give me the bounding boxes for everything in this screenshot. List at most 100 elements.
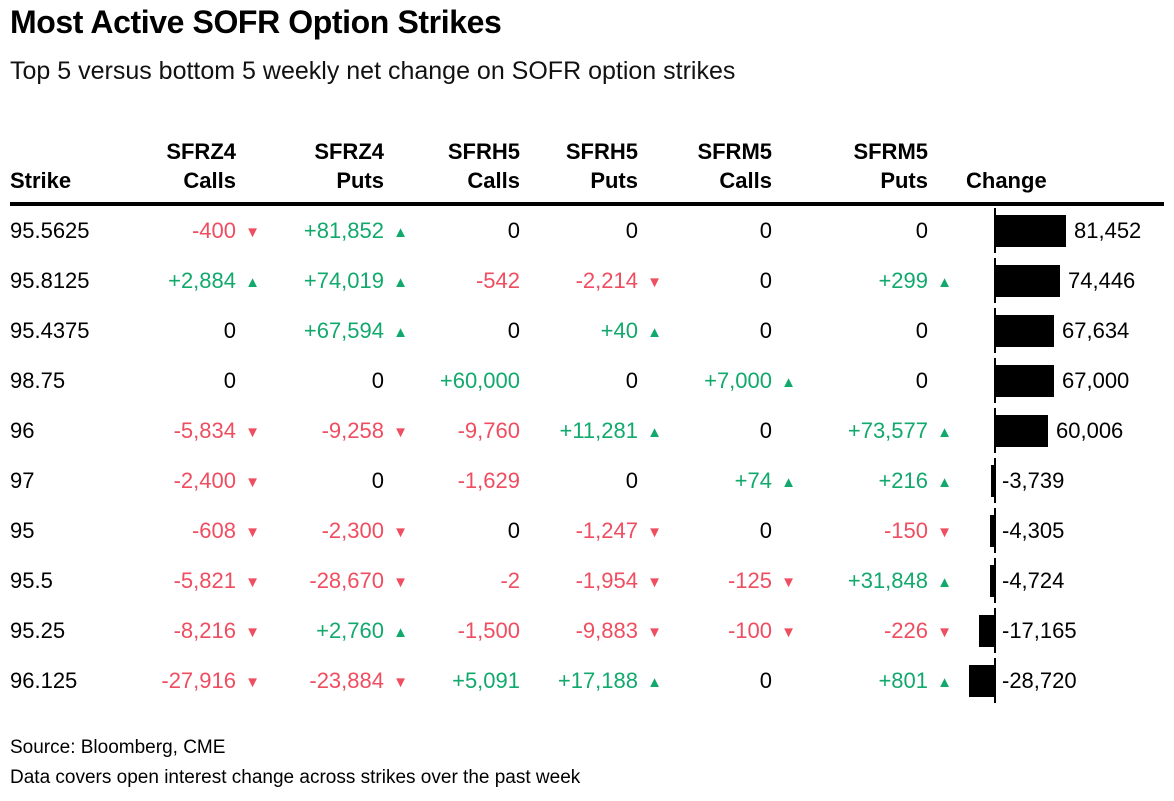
table-row: 95.4375 0 +67,594 ▲ 0 +40 ▲ 0 0 67,634 — [10, 306, 1164, 356]
cell-sfrm5-puts: 0 — [915, 218, 928, 243]
change-bar — [996, 415, 1048, 447]
change-bar — [996, 365, 1054, 397]
cell-sfrh5-calls: -1,500 — [457, 618, 520, 643]
change-value: 74,446 — [1068, 268, 1136, 293]
up-arrow-icon: ▲ — [937, 674, 952, 691]
change-value: 60,006 — [1056, 418, 1124, 443]
change-cell: 81,452 — [952, 206, 1164, 256]
change-value: 67,634 — [1062, 318, 1130, 343]
cell-sfrz4-calls: 0 — [223, 318, 236, 343]
down-arrow-icon: ▼ — [937, 624, 952, 641]
cell-sfrm5-puts: +299 ▲ — [878, 268, 952, 293]
table-row: 96.125 -27,916 ▼ -23,884 ▼ +5,091 +17,188 ▲ 0 +80… — [10, 656, 1164, 706]
sofr-strikes-table: Strike SFRZ4 Calls SFRZ4 Puts SFRH5 Calls SFRH5… — [10, 128, 1164, 706]
bar-axis-line — [994, 358, 996, 403]
cell-sfrh5-calls: 0 — [507, 218, 520, 243]
cell-sfrz4-calls: -2,400 ▼ — [173, 468, 260, 493]
cell-sfrz4-puts: +74,019 ▲ — [303, 268, 408, 293]
change-value: -17,165 — [1002, 618, 1077, 643]
change-value: 67,000 — [1062, 368, 1130, 393]
change-cell: -28,720 — [952, 656, 1164, 706]
down-arrow-icon: ▼ — [393, 424, 408, 441]
down-arrow-icon: ▼ — [781, 574, 796, 591]
cell-sfrm5-puts: +73,577 ▲ — [847, 418, 952, 443]
down-arrow-icon: ▼ — [647, 624, 662, 641]
cell-sfrh5-puts: +11,281 ▲ — [559, 418, 662, 443]
down-arrow-icon: ▼ — [393, 524, 408, 541]
cell-sfrz4-calls: -27,916 ▼ — [161, 668, 260, 693]
cell-sfrm5-puts: -226 ▼ — [883, 618, 952, 643]
cell-sfrm5-calls: 0 — [759, 668, 772, 693]
cell-sfrh5-calls: 0 — [507, 518, 520, 543]
up-arrow-icon: ▲ — [647, 674, 662, 691]
cell-sfrh5-puts: -2,214 ▼ — [575, 268, 662, 293]
column-header-strike: Strike — [10, 168, 72, 193]
cell-sfrz4-puts: -9,258 ▼ — [321, 418, 408, 443]
cell-sfrh5-calls: 0 — [507, 318, 520, 343]
change-cell: 67,000 — [952, 356, 1164, 406]
up-arrow-icon: ▲ — [393, 224, 408, 241]
table-row: 98.75 0 0 +60,000 0 +7,000 ▲ 0 67,000 — [10, 356, 1164, 406]
table-row: 96 -5,834 ▼ -9,258 ▼ -9,760 +11,281 ▲ 0 +73,577 ▲ 6… — [10, 406, 1164, 456]
cell-sfrz4-puts: +67,594 ▲ — [303, 318, 408, 343]
table-row: 95.5625 -400 ▼ +81,852 ▲ 0 0 0 0 81,452 — [10, 206, 1164, 256]
cell-sfrz4-puts: 0 — [371, 468, 384, 493]
cell-sfrh5-puts: +40 ▲ — [600, 318, 662, 343]
cell-sfrm5-calls: -100 ▼ — [727, 618, 796, 643]
cell-sfrh5-calls: -2 — [500, 568, 520, 593]
down-arrow-icon: ▼ — [647, 524, 662, 541]
change-cell: 67,634 — [952, 306, 1164, 356]
up-arrow-icon: ▲ — [781, 474, 796, 491]
change-value: -4,724 — [1002, 568, 1065, 593]
column-header-sfrm5-puts: SFRM5 Puts — [853, 139, 928, 193]
cell-sfrm5-puts: 0 — [915, 318, 928, 343]
up-arrow-icon: ▲ — [781, 374, 796, 391]
up-arrow-icon: ▲ — [393, 274, 408, 291]
down-arrow-icon: ▼ — [245, 674, 260, 691]
page-title: Most Active SOFR Option Strikes — [10, 4, 502, 40]
change-bar — [996, 265, 1060, 297]
down-arrow-icon: ▼ — [781, 624, 796, 641]
bar-axis-line — [994, 658, 996, 703]
strike-value: 95 — [10, 518, 35, 543]
bar-axis-line — [994, 608, 996, 653]
cell-sfrz4-calls: -5,821 ▼ — [173, 568, 260, 593]
cell-sfrz4-calls: -8,216 ▼ — [173, 618, 260, 643]
change-value: -3,739 — [1002, 468, 1065, 493]
cell-sfrm5-calls: 0 — [759, 268, 772, 293]
up-arrow-icon: ▲ — [393, 324, 408, 341]
cell-sfrz4-calls: +2,884 ▲ — [168, 268, 260, 293]
cell-sfrh5-calls: +5,091 — [452, 668, 520, 693]
table-row: 97 -2,400 ▼ 0 -1,629 0 +74 ▲ +216 ▲ -3,739 — [10, 456, 1164, 506]
change-bar — [996, 215, 1066, 247]
down-arrow-icon: ▼ — [937, 524, 952, 541]
bar-axis-line — [994, 258, 996, 303]
strike-value: 98.75 — [10, 368, 66, 393]
table-row: 95.5 -5,821 ▼ -28,670 ▼ -2 -1,954 ▼ -125 ▼ +31,848… — [10, 556, 1164, 606]
cell-sfrm5-calls: -125 ▼ — [727, 568, 796, 593]
down-arrow-icon: ▼ — [647, 574, 662, 591]
table-row: 95 -608 ▼ -2,300 ▼ 0 -1,247 ▼ 0 -150 ▼ -4,305 — [10, 506, 1164, 556]
cell-sfrh5-calls: +60,000 — [439, 368, 520, 393]
change-bar — [990, 515, 994, 547]
up-arrow-icon: ▲ — [393, 624, 408, 641]
bar-axis-line — [994, 308, 996, 353]
change-cell: 60,006 — [952, 406, 1164, 456]
cell-sfrm5-puts: +31,848 ▲ — [847, 568, 952, 593]
cell-sfrm5-calls: +7,000 ▲ — [704, 368, 796, 393]
cell-sfrz4-calls: -608 ▼ — [191, 518, 260, 543]
cell-sfrz4-puts: -28,670 ▼ — [309, 568, 408, 593]
cell-sfrm5-calls: 0 — [759, 218, 772, 243]
cell-sfrz4-puts: -23,884 ▼ — [309, 668, 408, 693]
cell-sfrz4-calls: -5,834 ▼ — [173, 418, 260, 443]
up-arrow-icon: ▲ — [245, 274, 260, 291]
change-cell: 74,446 — [952, 256, 1164, 306]
cell-sfrz4-puts: -2,300 ▼ — [321, 518, 408, 543]
up-arrow-icon: ▲ — [647, 324, 662, 341]
down-arrow-icon: ▼ — [245, 424, 260, 441]
bar-axis-line — [994, 408, 996, 453]
down-arrow-icon: ▼ — [245, 624, 260, 641]
cell-sfrh5-puts: -1,954 ▼ — [575, 568, 662, 593]
bar-axis-line — [994, 508, 996, 553]
cell-sfrz4-calls: -400 ▼ — [191, 218, 260, 243]
